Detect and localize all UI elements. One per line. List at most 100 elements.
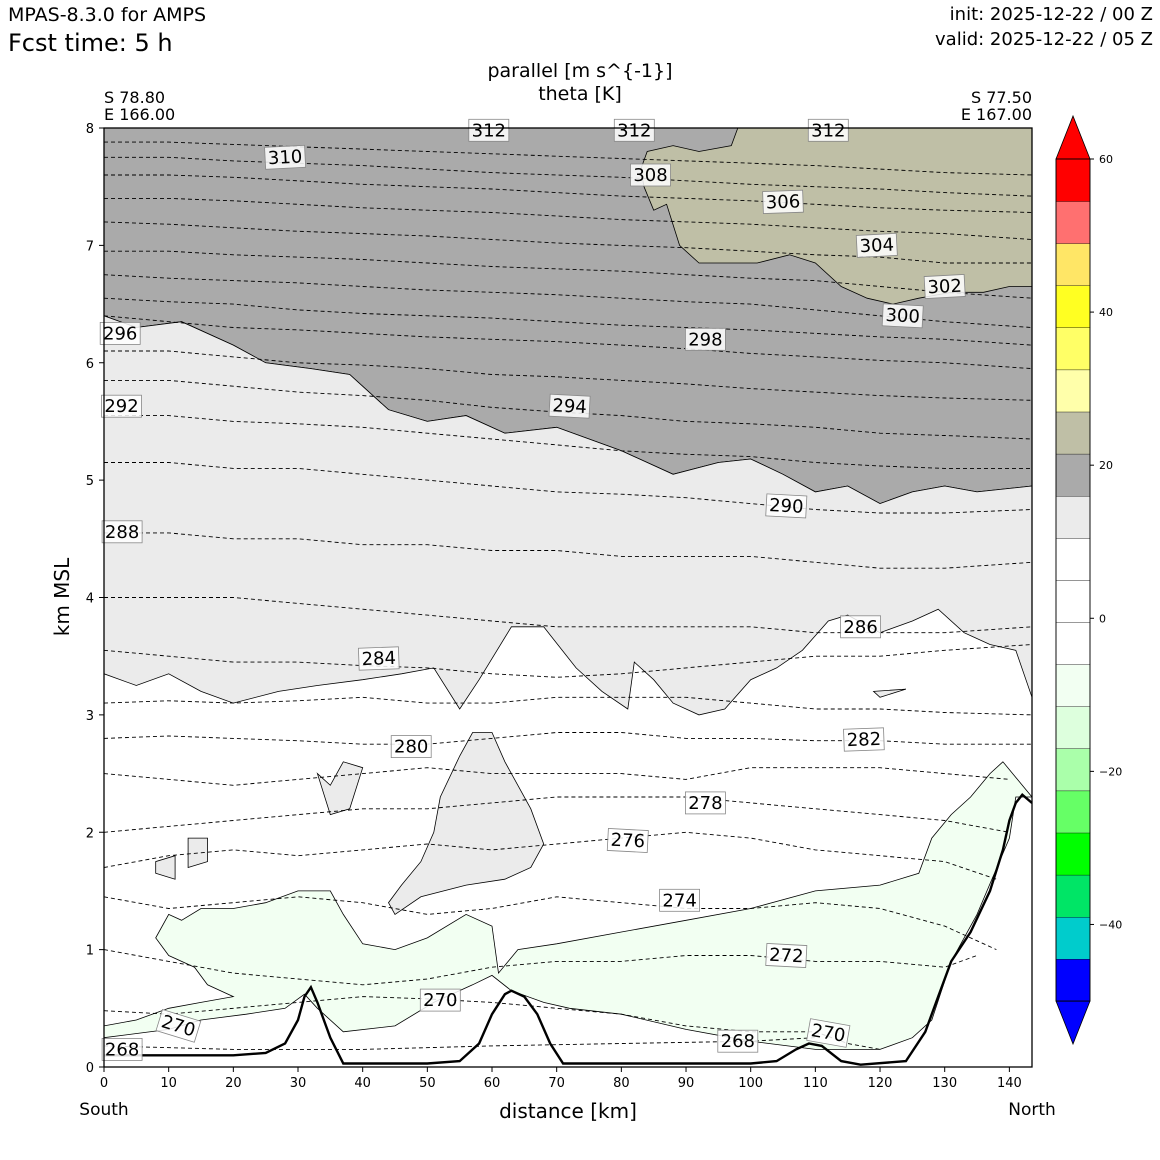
contour-label-274: 274 [659, 888, 700, 912]
contour-label-288: 288 [101, 520, 143, 544]
contour-label-box [155, 1009, 202, 1043]
colorbar-segment-15 [1055, 327, 1091, 371]
theta-contour-306 [104, 197, 1032, 240]
contour-label-text: 278 [688, 793, 722, 814]
wind-region-5 [187, 837, 208, 869]
contour-label-box [855, 232, 898, 258]
theta-contour-268 [104, 1037, 816, 1050]
wind-fill-layer [104, 128, 1032, 1050]
colorbar-frame [1055, 158, 1091, 1002]
colorbar-segment-12 [1055, 453, 1091, 497]
contour-label-layer: 312 312 312 310 308 306 304 302 300 298 296 294 292 2… [99, 118, 966, 1061]
contour-label-box [606, 828, 649, 853]
x-tick-label-140: 140 [997, 1076, 1022, 1091]
y-tick-label-8: 8 [86, 122, 94, 137]
colorbar-segment-11 [1055, 495, 1091, 539]
colorbar-tick-label--40: −40 [1099, 918, 1122, 931]
contour-label-302: 302 [923, 274, 966, 299]
theta-contour-310 [104, 156, 1032, 197]
contour-label-312: 312 [468, 118, 510, 142]
x-tick-label-120: 120 [868, 1076, 893, 1091]
x-tick-label-0: 0 [100, 1076, 108, 1091]
contour-label-box [630, 163, 671, 187]
theta-contour-279 [104, 767, 1010, 786]
colorbar-min-arrow [1055, 1000, 1091, 1046]
contour-label-292: 292 [101, 394, 142, 418]
x-tick-label-110: 110 [803, 1076, 828, 1091]
x-tick-label-30: 30 [290, 1076, 307, 1091]
contour-label-text: 308 [633, 165, 667, 186]
contour-label-284: 284 [358, 646, 400, 671]
contour-label-270: 270 [419, 988, 461, 1012]
theta-contour-290 [104, 462, 1032, 514]
colorbar-segment-6 [1055, 706, 1091, 749]
theta-contour-302 [104, 250, 1032, 299]
contour-label-290: 290 [765, 493, 808, 519]
contour-label-box [923, 274, 966, 299]
contour-label-box [419, 988, 461, 1012]
contour-label-308: 308 [630, 163, 671, 187]
contour-label-306: 306 [762, 189, 804, 215]
contour-label-296: 296 [99, 321, 141, 345]
y-tick-label-0: 0 [86, 1061, 94, 1076]
valid-time: valid: 2025-12-22 / 05 Z [935, 29, 1153, 50]
contour-label-text: 312 [472, 120, 506, 141]
colorbar-segment-8 [1055, 621, 1091, 665]
x-tick-label-40: 40 [354, 1076, 371, 1091]
contour-label-310: 310 [264, 144, 307, 170]
forecast-time: Fcst time: 5 h [8, 29, 173, 57]
start-longitude: E 166.00 [104, 105, 176, 124]
x-tick-label-70: 70 [548, 1076, 565, 1091]
x-tick-label-10: 10 [160, 1076, 177, 1091]
theta-contour-308 [104, 174, 1032, 213]
x-tick-label-20: 20 [225, 1076, 242, 1091]
end-longitude: E 167.00 [960, 105, 1032, 124]
colorbar-tick-label-20: 20 [1099, 459, 1113, 472]
colorbar-tick-label-0: 0 [1099, 612, 1106, 625]
contour-label-text: 280 [394, 737, 428, 758]
terrain-line [104, 792, 1032, 1066]
init-time: init: 2025-12-22 / 00 Z [949, 4, 1153, 25]
colorbar-segment-18 [1055, 200, 1091, 244]
theta-contour-283 [104, 644, 1032, 678]
contour-label-box [807, 118, 849, 142]
contour-label-text: 272 [769, 945, 804, 968]
theta-contour-311 [104, 141, 1032, 176]
axes-layer: 0 10 20 30 40 50 60 70 80 90 100 110 120 130 140 0 1 2 3 4 5… [86, 122, 1022, 1091]
y-tick-label-4: 4 [86, 592, 94, 607]
x-left-label: South [79, 1100, 129, 1120]
contour-label-294: 294 [548, 393, 591, 419]
theta-contour-280 [104, 732, 1032, 745]
contour-label-278: 278 [685, 791, 726, 815]
y-tick-label-5: 5 [86, 474, 94, 489]
contour-label-box [840, 615, 881, 639]
wind-region-1 [640, 128, 1032, 305]
contour-label-text: 292 [104, 396, 138, 417]
contour-label-box [765, 493, 808, 519]
contour-label-272: 272 [765, 943, 808, 968]
contour-label-280: 280 [390, 735, 432, 758]
contour-label-box [762, 189, 804, 215]
x-tick-label-50: 50 [419, 1076, 436, 1091]
wind-region-2 [104, 315, 1032, 716]
colorbar-segment-2 [1055, 874, 1091, 918]
y-tick-label-7: 7 [86, 239, 94, 254]
colorbar-segment-9 [1055, 579, 1091, 623]
contour-label-box [659, 888, 700, 912]
contour-label-box [881, 303, 924, 329]
contour-label-text: 310 [267, 146, 302, 169]
y-tick-label-6: 6 [86, 357, 94, 372]
contour-label-box [843, 727, 885, 752]
contour-label-box [358, 646, 400, 671]
contour-label-270: 270 [806, 1018, 851, 1048]
contour-label-box [685, 327, 726, 351]
theta-contour-282 [104, 696, 1032, 716]
y-tick-label-1: 1 [86, 944, 94, 959]
contour-label-box [765, 943, 808, 968]
colorbar-segment-16 [1055, 285, 1091, 328]
theta-contour-276 [104, 831, 997, 880]
contour-label-304: 304 [855, 232, 898, 258]
colorbar-tick-label--20: −20 [1099, 765, 1122, 778]
wind-region-4 [316, 761, 364, 816]
contour-label-286: 286 [840, 615, 881, 639]
